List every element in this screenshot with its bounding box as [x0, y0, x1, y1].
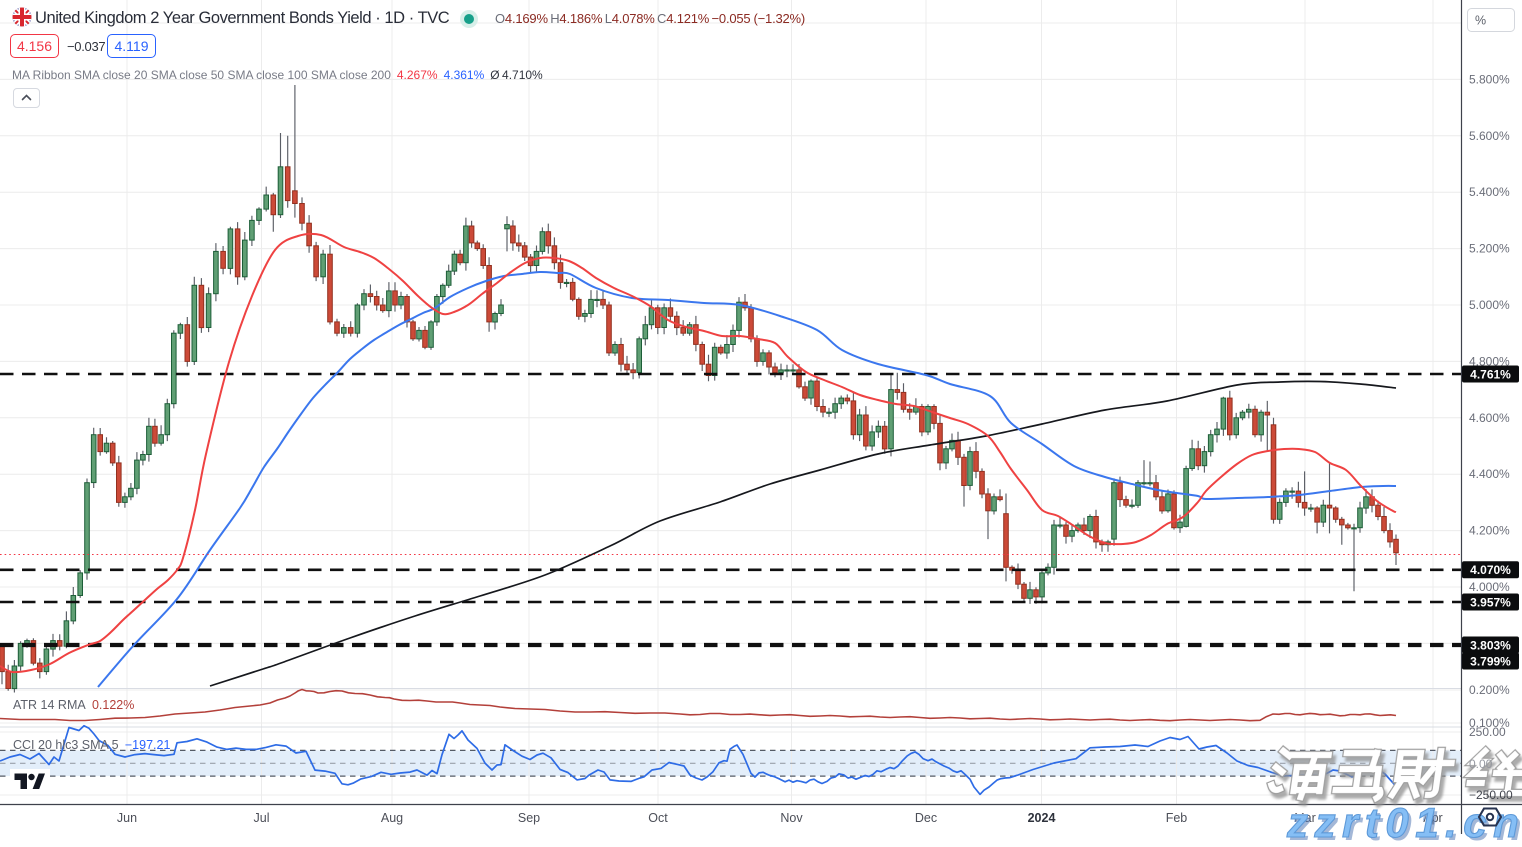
svg-text:Oct: Oct — [648, 811, 668, 825]
svg-text:4.761%: 4.761% — [1470, 367, 1511, 381]
svg-text:3.957%: 3.957% — [1470, 595, 1511, 609]
svg-text:4.070%: 4.070% — [1470, 563, 1511, 577]
svg-text:4.800%: 4.800% — [1469, 354, 1510, 368]
svg-text:5.000%: 5.000% — [1469, 298, 1510, 312]
svg-text:3.803%: 3.803% — [1470, 638, 1511, 652]
svg-text:3.799%: 3.799% — [1470, 654, 1511, 668]
svg-text:0.100%: 0.100% — [1469, 716, 1510, 730]
svg-text:Mar: Mar — [1294, 811, 1316, 825]
svg-text:5.800%: 5.800% — [1469, 72, 1510, 86]
svg-text:Feb: Feb — [1166, 811, 1188, 825]
svg-text:Dec: Dec — [915, 811, 937, 825]
svg-text:5.200%: 5.200% — [1469, 242, 1510, 256]
svg-text:4.200%: 4.200% — [1469, 524, 1510, 538]
svg-text:Nov: Nov — [780, 811, 803, 825]
svg-text:Aug: Aug — [381, 811, 403, 825]
svg-text:Apr: Apr — [1423, 811, 1442, 825]
svg-text:Sep: Sep — [518, 811, 540, 825]
svg-text:Jul: Jul — [254, 811, 270, 825]
svg-text:4.000%: 4.000% — [1469, 580, 1510, 594]
svg-text:2024: 2024 — [1028, 811, 1056, 825]
svg-text:0.200%: 0.200% — [1469, 683, 1510, 697]
svg-text:4.400%: 4.400% — [1469, 467, 1510, 481]
svg-text:5.600%: 5.600% — [1469, 129, 1510, 143]
svg-text:5.400%: 5.400% — [1469, 185, 1510, 199]
svg-text:250.00: 250.00 — [1469, 725, 1506, 739]
svg-text:%: % — [1475, 14, 1486, 28]
svg-text:4.600%: 4.600% — [1469, 411, 1510, 425]
svg-text:Jun: Jun — [117, 811, 137, 825]
